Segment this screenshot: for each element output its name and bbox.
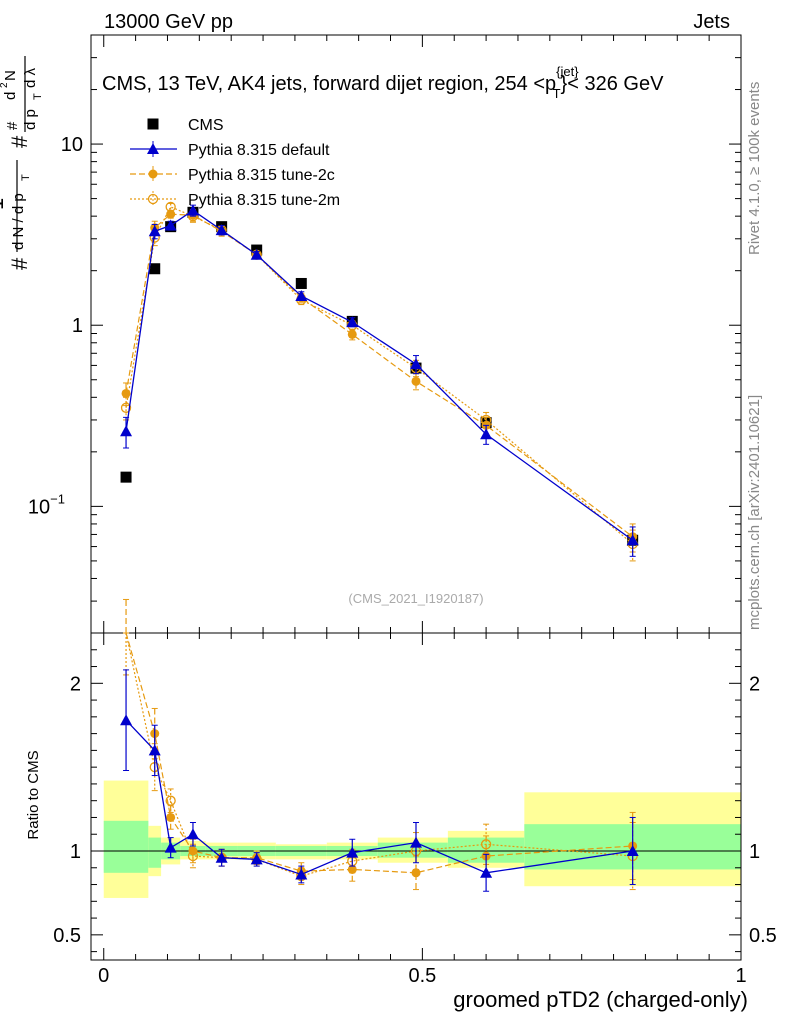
legend-marker-tune2c: [148, 169, 158, 179]
ratio-point-default: [410, 836, 422, 848]
main-point-default: [626, 534, 639, 546]
legend-label-default: Pythia 8.315 default: [188, 142, 330, 159]
ratio-point-default: [295, 868, 308, 880]
main-y-tick-label-base: 1: [72, 315, 83, 337]
svg-text:#: #: [7, 135, 32, 148]
legend-item-default: Pythia 8.315 default: [130, 141, 330, 159]
main-point-default: [346, 316, 359, 328]
x-tick-label: 0.5: [408, 965, 436, 987]
svg-text:T: T: [32, 93, 44, 100]
ratio-point-default: [215, 851, 228, 863]
ratio-line-tune2c: [125, 632, 633, 874]
legend-label-tune2m: Pythia 8.315 tune-2m: [188, 192, 340, 209]
legend-marker-cms: [147, 118, 159, 130]
main-y-tick-label-base: 10: [61, 134, 83, 156]
x-axis-label: groomed pTD2 (charged-only): [453, 987, 748, 1012]
ratio-point-tune2m: [165, 795, 176, 806]
analysis-id: (CMS_2021_I1920187): [348, 591, 483, 606]
legend-label-tune2c: Pythia 8.315 tune-2c: [188, 167, 335, 184]
ratio-point-default: [346, 846, 359, 858]
source-label: mcplots.cern.ch [arXiv:2401.10621]: [746, 395, 763, 630]
ratio-y-tick-label-right: 2: [749, 673, 760, 695]
legend-item-tune2c: Pythia 8.315 tune-2c: [130, 166, 335, 184]
legend-marker-tune2m: [147, 193, 159, 205]
main-point-default: [164, 219, 177, 231]
main-point-tune2c: [411, 376, 421, 386]
svg-text:d λ: d λ: [22, 67, 39, 88]
main-line-default: [125, 209, 634, 541]
svg-text:d N / d p: d N / d p: [10, 193, 27, 250]
main-y-tick-label-exp: −1: [50, 491, 65, 506]
svg-text:d p: d p: [22, 109, 39, 130]
ratio-series-default: [120, 669, 639, 892]
category-label: Jets: [693, 11, 730, 33]
ratio-point-default: [120, 714, 133, 726]
legend-label-cms: CMS: [188, 117, 224, 134]
main-line-tune2m: [125, 206, 634, 545]
svg-text:2: 2: [0, 82, 10, 88]
ratio-panel: 0 0.5 10.5 0.51 12 2: [53, 598, 777, 987]
ratio-y-tick-label: 0.5: [53, 925, 81, 947]
svg-text:#: #: [7, 257, 32, 270]
main-y-label: # d N / d p T 1 # d p T d λ # d 2 N: [0, 56, 44, 270]
svg-text:T: T: [20, 174, 32, 181]
main-line-tune2c: [125, 213, 634, 538]
x-tick-label: 1: [735, 965, 746, 987]
main-y-tick-label: 10: [61, 134, 83, 156]
ratio-point-tune2c: [347, 864, 357, 874]
ratio-y-label: Ratio to CMS: [25, 750, 42, 839]
legend-item-tune2m: Pythia 8.315 tune-2m: [130, 191, 340, 209]
main-point-tune2c: [347, 329, 357, 339]
ratio-point-default: [148, 744, 161, 756]
main-point-default: [120, 425, 133, 437]
main-series-tune2m: [120, 201, 638, 562]
main-series-cms: [120, 206, 639, 546]
main-point-tune2c: [166, 209, 176, 219]
svg-text:1: 1: [0, 198, 8, 210]
main-point-default: [410, 358, 422, 370]
main-y-tick-label-base: 10: [28, 496, 50, 518]
ratio-y-tick-label-right: 0.5: [749, 925, 777, 947]
legend-marker-default: [147, 143, 159, 154]
legend: CMS Pythia 8.315 default Pythia 8.315 tune…: [130, 117, 340, 209]
main-point-default: [148, 225, 161, 237]
svg-text:#: #: [4, 121, 21, 130]
main-point-default: [215, 224, 228, 236]
svg-text:N: N: [2, 70, 19, 81]
main-point-default: [295, 289, 308, 301]
main-point-cms: [149, 263, 161, 275]
ratio-y-tick-label: 2: [70, 673, 81, 695]
main-point-default: [250, 248, 263, 260]
ratio-y-tick-label-right: 1: [749, 841, 760, 863]
main-series-tune2c: [121, 209, 638, 553]
main-y-tick-label: 10−1: [28, 491, 65, 518]
ratio-point-tune2c: [188, 846, 198, 856]
main-point-cms: [295, 277, 307, 289]
energy-label: 13000 GeV pp: [104, 11, 233, 33]
ratio-point-default: [250, 853, 263, 865]
ratio-point-tune2c: [411, 868, 421, 878]
ratio-point-default: [164, 841, 177, 853]
rivet-version-label: Rivet 4.1.0, ≥ 100k events: [746, 82, 763, 255]
ratio-point-tune2c: [166, 812, 176, 822]
main-point-default: [480, 428, 493, 440]
ratio-point-default: [626, 845, 639, 856]
ratio-y-tick-label: 1: [70, 841, 81, 863]
plot-title: CMS, 13 TeV, AK4 jets, forward dijet reg…: [102, 64, 664, 101]
ratio-point-default: [186, 828, 199, 840]
main-series-default: [120, 204, 639, 557]
main-point-cms: [120, 471, 132, 483]
main-point-default: [186, 204, 199, 216]
ratio-band-inner: [103, 820, 149, 873]
main-y-tick-label: 1: [72, 315, 83, 337]
svg-text:d: d: [2, 92, 19, 100]
legend-item-cms: CMS: [147, 117, 224, 134]
main-point-tune2c: [121, 388, 131, 398]
x-tick-label: 0: [98, 965, 109, 987]
ratio-band-inner: [148, 837, 162, 868]
ratio-frame: [90, 632, 742, 961]
ratio-point-default: [480, 866, 493, 878]
